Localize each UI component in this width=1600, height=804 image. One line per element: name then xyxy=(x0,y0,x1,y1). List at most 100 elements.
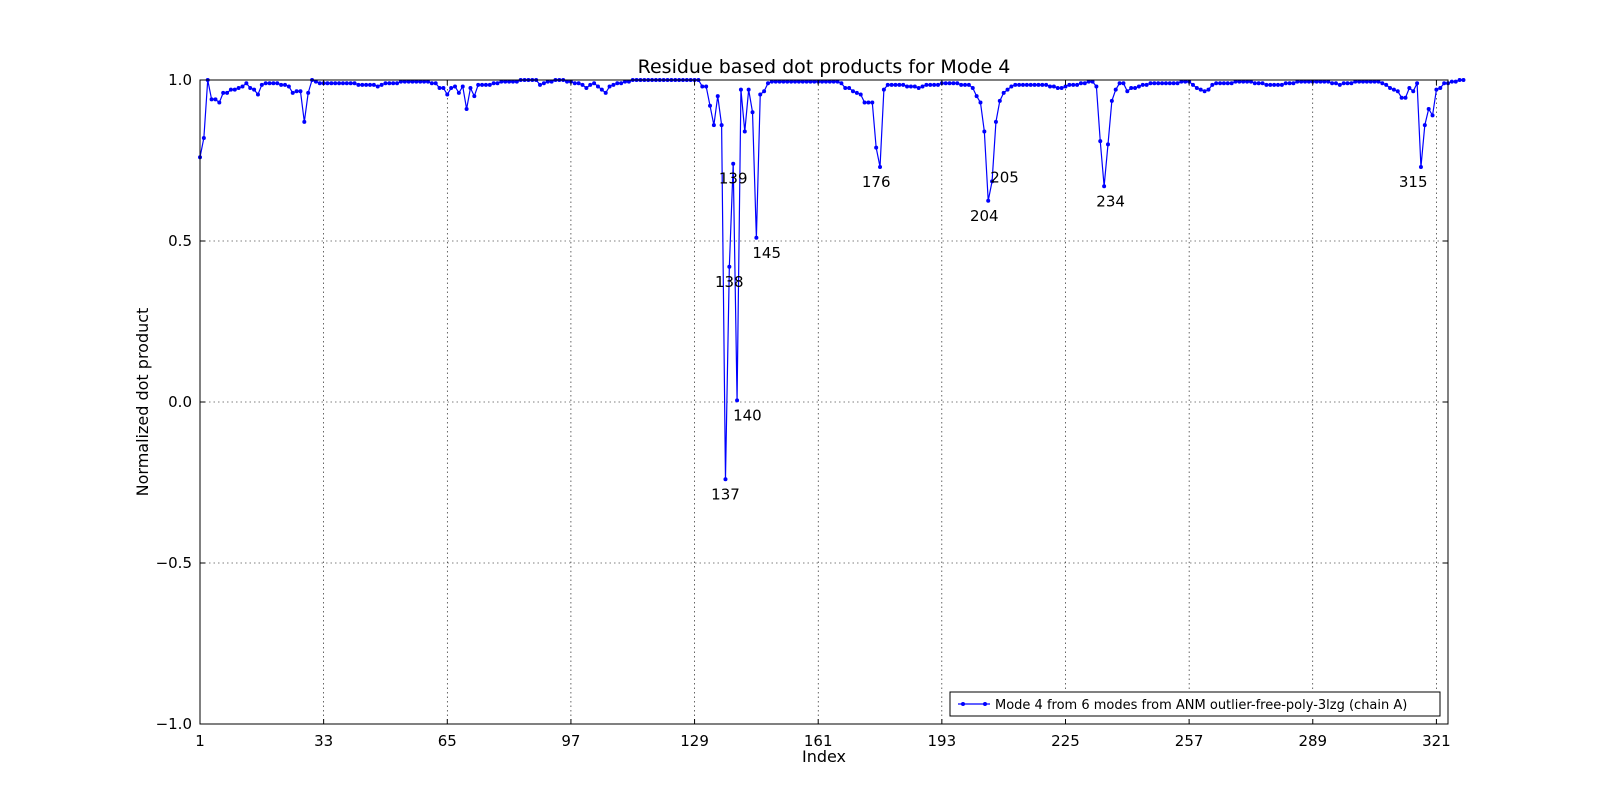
data-point xyxy=(738,87,743,92)
x-tick-label: 1 xyxy=(195,732,205,750)
y-tick-label: −1.0 xyxy=(156,715,192,733)
data-point xyxy=(881,87,886,92)
data-point xyxy=(480,82,485,87)
data-point xyxy=(1260,81,1265,86)
data-point xyxy=(1380,81,1385,86)
data-point xyxy=(935,82,940,87)
data-point xyxy=(1449,79,1454,84)
x-tick-label: 193 xyxy=(928,732,957,750)
data-point xyxy=(313,79,318,84)
data-point xyxy=(499,79,504,84)
data-point xyxy=(823,79,828,84)
data-point xyxy=(379,82,384,87)
data-point xyxy=(418,79,423,84)
data-point xyxy=(920,84,925,89)
data-point xyxy=(850,89,855,94)
data-point xyxy=(704,84,709,89)
data-point xyxy=(592,81,597,86)
chart-title: Residue based dot products for Mode 4 xyxy=(638,56,1011,78)
data-point xyxy=(1233,79,1238,84)
data-point xyxy=(549,79,554,84)
data-point xyxy=(1256,81,1261,86)
data-point xyxy=(943,81,948,86)
data-point xyxy=(1349,81,1354,86)
data-point xyxy=(371,82,376,87)
data-point xyxy=(793,79,798,84)
data-point xyxy=(1361,79,1365,84)
data-point xyxy=(777,79,782,84)
data-point xyxy=(514,79,519,84)
data-point xyxy=(565,79,570,84)
data-point xyxy=(286,84,291,89)
plot-frame xyxy=(199,79,1449,725)
data-point xyxy=(576,81,581,86)
data-point xyxy=(1442,81,1447,86)
data-point xyxy=(209,97,214,102)
annotation-label: 139 xyxy=(719,170,748,188)
data-point xyxy=(1048,84,1053,89)
data-point xyxy=(619,81,624,86)
data-point xyxy=(1353,79,1358,84)
data-point xyxy=(626,79,631,84)
data-point xyxy=(986,198,991,203)
annotation-label: 145 xyxy=(752,244,781,262)
data-point xyxy=(893,82,898,87)
data-point xyxy=(495,81,500,86)
data-point xyxy=(1156,81,1161,86)
data-point xyxy=(1036,82,1041,87)
data-point xyxy=(1225,81,1230,86)
data-point xyxy=(1322,79,1327,84)
data-point xyxy=(765,81,770,86)
data-point xyxy=(275,81,280,86)
data-point xyxy=(700,84,705,89)
data-point xyxy=(835,79,840,84)
data-point xyxy=(874,145,879,150)
data-point xyxy=(1059,86,1064,91)
data-point xyxy=(1055,86,1060,91)
data-point xyxy=(1140,82,1145,87)
data-point xyxy=(1415,81,1420,86)
data-point xyxy=(1372,79,1377,84)
data-point xyxy=(476,82,481,87)
data-point xyxy=(1245,79,1250,84)
data-point xyxy=(1457,78,1462,82)
data-point xyxy=(947,81,952,86)
data-point xyxy=(928,82,933,87)
data-point xyxy=(974,94,979,99)
data-point xyxy=(1206,87,1211,92)
data-point xyxy=(1330,81,1335,86)
data-point xyxy=(955,81,960,86)
data-point xyxy=(271,81,276,86)
data-point xyxy=(1291,81,1296,86)
data-point xyxy=(1078,81,1083,86)
data-point xyxy=(800,79,805,84)
data-point xyxy=(225,90,230,95)
data-point xyxy=(236,86,241,91)
data-point xyxy=(1009,84,1014,89)
data-point xyxy=(727,264,732,269)
data-point xyxy=(611,82,616,87)
data-point xyxy=(472,94,477,99)
data-point xyxy=(1438,86,1443,91)
data-point xyxy=(1299,79,1304,84)
annotation-label: 176 xyxy=(862,173,891,191)
data-point xyxy=(970,86,975,91)
data-point xyxy=(1388,86,1393,91)
x-tick-label: 97 xyxy=(561,732,580,750)
data-point xyxy=(572,81,577,86)
data-point xyxy=(283,82,287,87)
annotation-label: 140 xyxy=(733,406,762,424)
y-tick-label: −0.5 xyxy=(156,554,192,572)
data-point xyxy=(217,100,222,105)
annotation-label: 315 xyxy=(1399,173,1428,191)
data-point xyxy=(1102,184,1107,189)
data-point xyxy=(1067,82,1072,87)
data-point xyxy=(1117,81,1122,86)
data-point xyxy=(1395,89,1400,94)
data-point xyxy=(538,82,543,87)
data-point xyxy=(715,94,720,99)
data-point xyxy=(255,92,260,97)
data-point xyxy=(889,82,894,87)
data-point xyxy=(1202,89,1207,94)
data-point xyxy=(228,87,233,92)
